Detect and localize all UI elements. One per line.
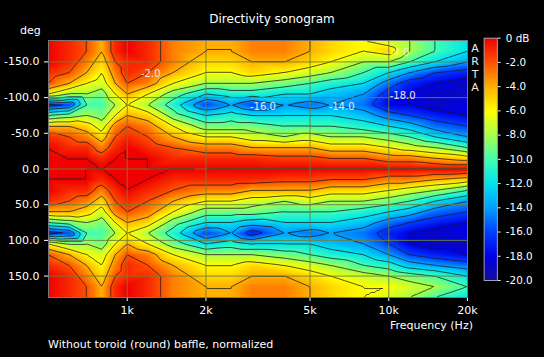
svg-text:-50.0: -50.0 <box>11 127 39 140</box>
svg-text:-14.0: -14.0 <box>506 201 533 213</box>
svg-text:5k: 5k <box>303 304 317 317</box>
svg-text:-14.0: -14.0 <box>329 101 355 112</box>
svg-text:-2.0: -2.0 <box>506 56 526 68</box>
html-text:Directivity sonogram: Directivity sonogram <box>209 12 335 26</box>
svg-text:100.0: 100.0 <box>8 234 40 247</box>
svg-text:-4.0: -4.0 <box>506 80 526 92</box>
html-text:Without toroid (round) baffle,: Without toroid (round) baffle, normalize… <box>48 338 274 351</box>
svg-text:150.0: 150.0 <box>8 270 40 283</box>
svg-text:50.0: 50.0 <box>15 198 40 211</box>
svg-text:20k: 20k <box>457 304 478 317</box>
html-text:ARTA: ARTA <box>471 42 479 94</box>
svg-text:-8.0: -8.0 <box>506 128 526 140</box>
svg-text:-150.0: -150.0 <box>4 55 39 68</box>
svg-text:-6.0: -6.0 <box>506 104 526 116</box>
svg-text:0.0: 0.0 <box>22 163 40 176</box>
svg-text:0 dB: 0 dB <box>506 32 530 44</box>
html-text:Frequency (Hz): Frequency (Hz) <box>390 319 473 332</box>
svg-text:-12.0: -12.0 <box>506 177 533 189</box>
svg-text:-20.0: -20.0 <box>506 274 533 286</box>
svg-text:-18.0: -18.0 <box>390 90 416 101</box>
svg-text:-16.0: -16.0 <box>506 225 533 237</box>
svg-text:10k: 10k <box>379 304 400 317</box>
svg-text:2k: 2k <box>199 304 213 317</box>
svg-text:-100.0: -100.0 <box>4 91 39 104</box>
html-text:deg: deg <box>20 24 41 37</box>
svg-text:-2.0: -2.0 <box>141 68 161 79</box>
svg-text:-4.0: -4.0 <box>390 47 410 58</box>
svg-text:-16.0: -16.0 <box>250 101 276 112</box>
svg-text:-18.0: -18.0 <box>506 250 533 262</box>
svg-text:-10.0: -10.0 <box>506 153 533 165</box>
svg-text:1k: 1k <box>121 304 135 317</box>
